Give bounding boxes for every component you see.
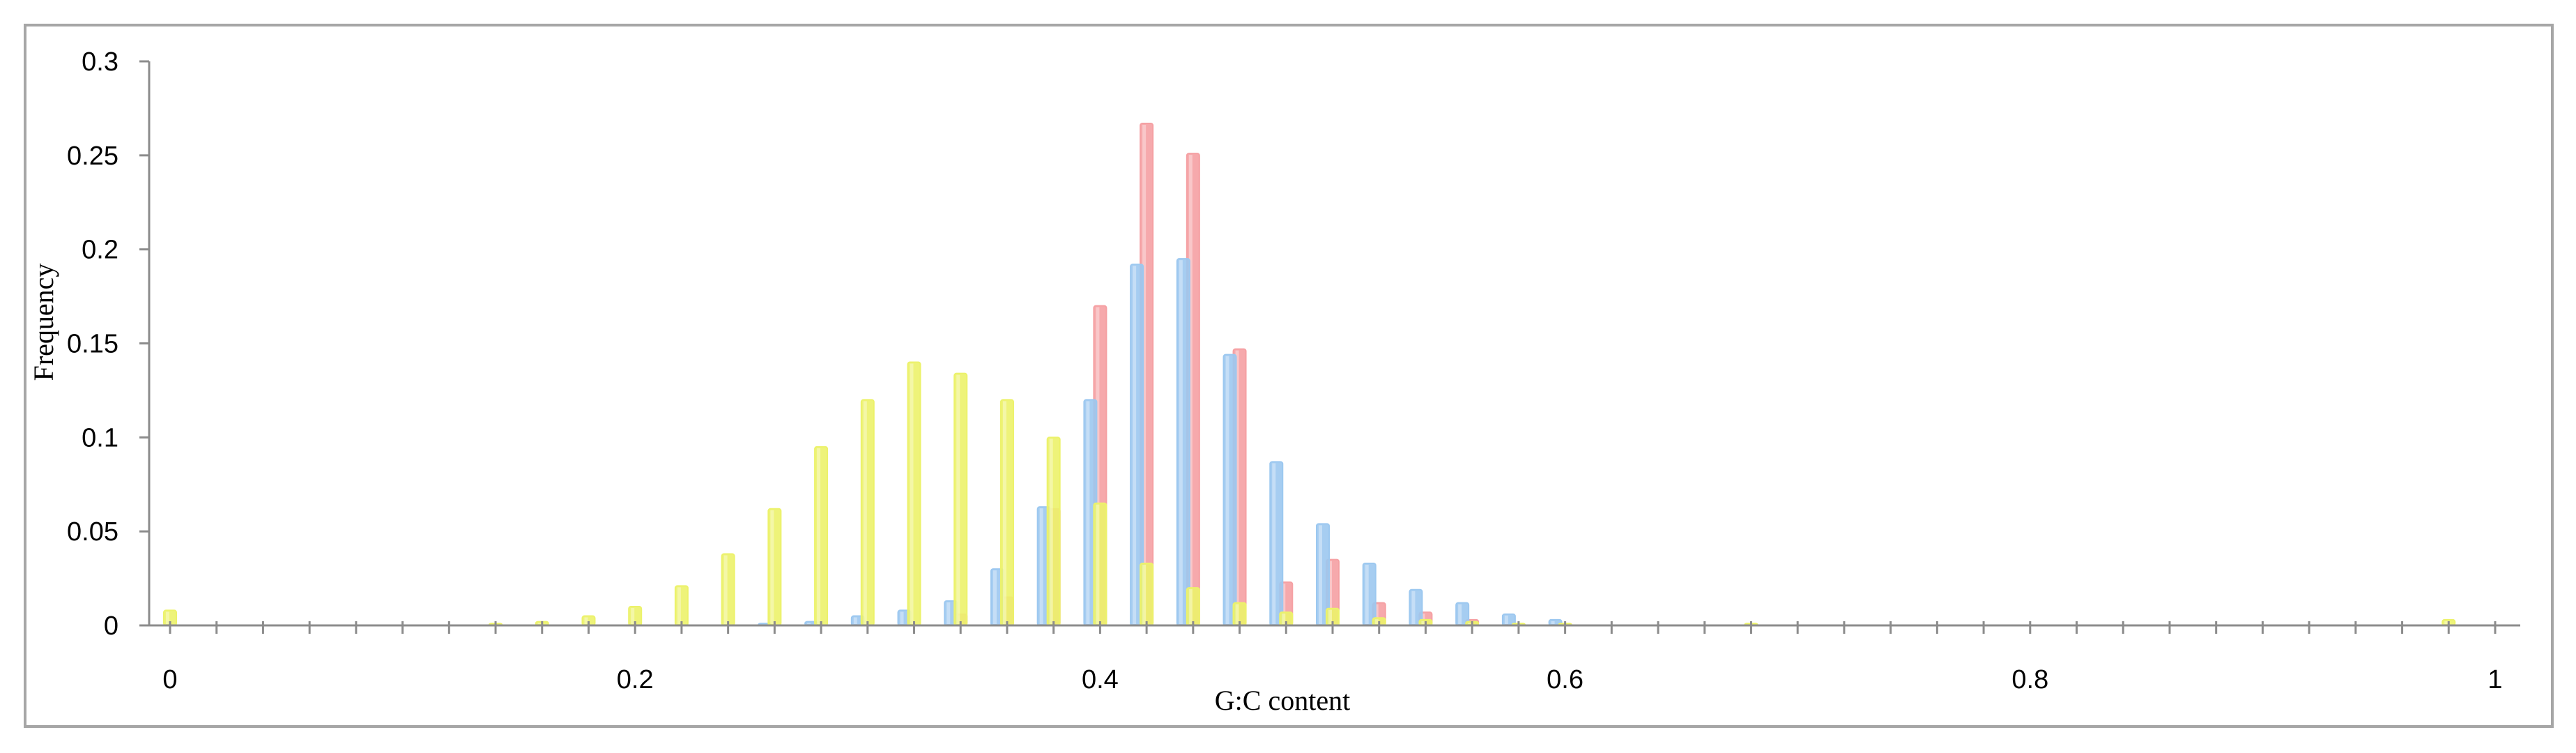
y-tick-label: 0.1 [82,423,118,452]
bar-highlight [1049,439,1053,624]
bar [1093,502,1107,627]
x-tick-label: 0 [162,665,177,694]
bar-highlight [1468,623,1472,624]
bar-highlight [863,401,867,624]
bar-highlight [1282,583,1286,624]
bar-highlight [1142,565,1147,624]
bar-highlight [1096,504,1100,624]
y-tick-label: 0 [104,611,118,641]
bars-layer [163,122,2456,627]
bar-highlight [677,587,681,624]
bar [1176,258,1190,626]
bar [1269,461,1284,627]
bar-highlight [1282,614,1286,624]
bar-highlight [723,555,728,624]
y-tick-label: 0.15 [67,330,118,359]
bar-series [953,122,1480,627]
bar-highlight [910,363,914,624]
x-axis-title: G:C content [1215,685,1350,716]
bar-highlight [1039,508,1043,624]
bar-highlight [1374,604,1379,624]
bar [860,399,875,627]
bar [1186,587,1200,626]
y-axis-title: Frequency [28,264,59,381]
axes-layer [148,61,2520,627]
bar-highlight [900,611,904,624]
bar-highlight [1328,609,1332,624]
y-tick-label: 0.3 [82,47,118,77]
bar [1362,563,1377,627]
bar-highlight [946,602,951,624]
bar-series [758,258,1563,627]
bar-highlight [1328,561,1332,624]
bar-highlight [584,617,588,624]
y-tick-label: 0.05 [67,517,118,547]
bar [953,372,968,626]
bar-highlight [537,623,542,624]
bar-highlight [807,623,811,624]
x-axis-ticks: 0 0.2 0.4 0.6 0.8 1 [162,621,2503,694]
bar [999,399,1014,627]
bar [907,361,921,626]
bar-highlight [1096,307,1100,624]
bar-highlight [992,570,997,624]
bar-highlight [1188,155,1193,625]
bar [1222,353,1237,626]
x-tick-label: 0.8 [2011,665,2048,694]
bar-highlight [1421,614,1425,624]
bar-highlight [1188,589,1193,624]
bar [674,585,689,626]
bar [1140,563,1154,627]
bar [814,446,829,626]
x-tick-label: 1 [2487,665,2502,694]
bar-highlight [1551,621,1555,624]
bar-highlight [1235,604,1239,624]
bar-highlight [956,374,960,624]
bar [1046,436,1061,626]
x-tick-label: 0.4 [1082,665,1119,694]
bar-highlight [1458,604,1462,624]
bar-highlight [1504,615,1508,624]
bar-highlight [1272,463,1276,624]
bar-highlight [1411,591,1416,624]
bar-highlight [1133,266,1137,624]
bar [767,508,782,626]
bar-highlight [166,611,169,624]
bar-highlight [1319,525,1322,624]
bar-highlight [1421,621,1425,624]
bar-series [163,361,2456,627]
bar-highlight [817,448,821,624]
bar-highlight [770,510,774,624]
x-tick-label: 0.6 [1547,665,1584,694]
bar-highlight [631,608,635,624]
bar-highlight [1142,124,1147,625]
bar [721,553,735,627]
bar-highlight [1235,350,1239,624]
y-tick-label: 0.25 [67,142,118,171]
x-tick-label: 0.2 [617,665,654,694]
bar-highlight [853,617,857,624]
bar-highlight [1374,619,1379,624]
y-tick-label: 0.2 [82,236,118,265]
bar-highlight [1179,260,1183,624]
bar-highlight [1086,401,1090,624]
y-axis-ticks: 0 0.05 0.1 0.15 0.2 0.25 0.3 [67,47,149,641]
bar-highlight [1365,565,1369,624]
bar-highlight [2444,621,2448,624]
bar-highlight [1225,356,1229,624]
bar-highlight [1002,401,1006,624]
